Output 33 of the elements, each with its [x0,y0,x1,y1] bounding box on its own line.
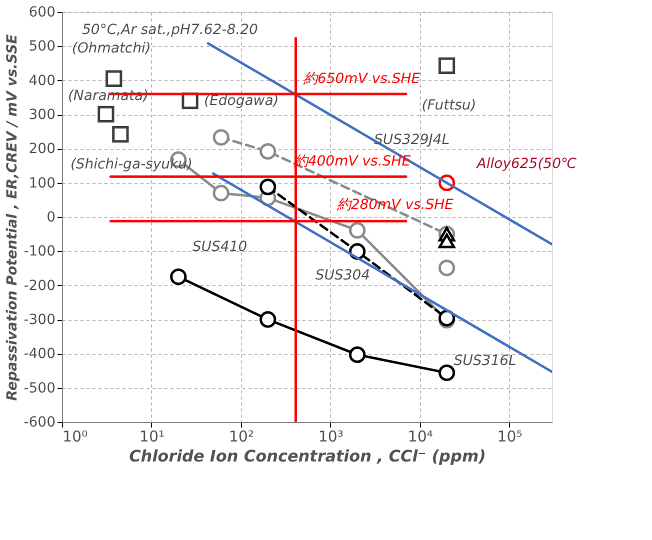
y-tick-label: -100 [24,244,56,260]
y-tick-label: -400 [24,346,56,362]
annotation: SUS316L [454,353,516,370]
y-tick-label: -300 [24,312,56,328]
annotation: SUS329J4L [374,132,450,148]
y-tick-label: 500 [28,38,56,55]
y-tick-label: 300 [28,107,56,123]
y-tick-label: 200 [28,141,56,158]
annotation: (Edogawa) [204,92,279,109]
x-tick-label: 10⁴ [408,428,433,446]
x-tick-label: 10² [228,428,254,446]
annotation: (Ohmatchi) [72,40,151,57]
annotation: 50°C,Ar sat.,pH7.62-8.20 [82,22,258,38]
annotation: (Naramata) [68,88,149,104]
x-tick-label: 10⁵ [497,428,522,446]
y-tick-label: 400 [28,72,56,89]
x-axis-title: Chloride Ion Concentration , CCl⁻ (ppm) [129,446,486,466]
y-tick-label: 0 [46,210,56,226]
y-tick-label: 100 [28,175,56,192]
y-tick-label: -500 [24,380,56,396]
x-tick-label: 10¹ [139,428,165,446]
y-tick-label: -200 [24,278,56,294]
annotation: (Futtsu) [422,98,476,114]
y-axis-title: Repassivation Potential , ER,CREV / mV vs.SSE [4,34,21,401]
annotation: SUS410 [192,238,248,255]
x-tick-label: 10⁰ [62,428,88,446]
annotation: Alloy625(50℃ [476,156,577,172]
annotation: 約650mV vs.SHE [302,71,420,87]
annotation: SUS304 [315,268,370,284]
y-tick-label: -600 [24,414,56,430]
x-tick-label: 10³ [318,428,344,446]
y-tick-label: 600 [28,4,56,20]
annotation: 約280mV vs.SHE [336,197,454,214]
